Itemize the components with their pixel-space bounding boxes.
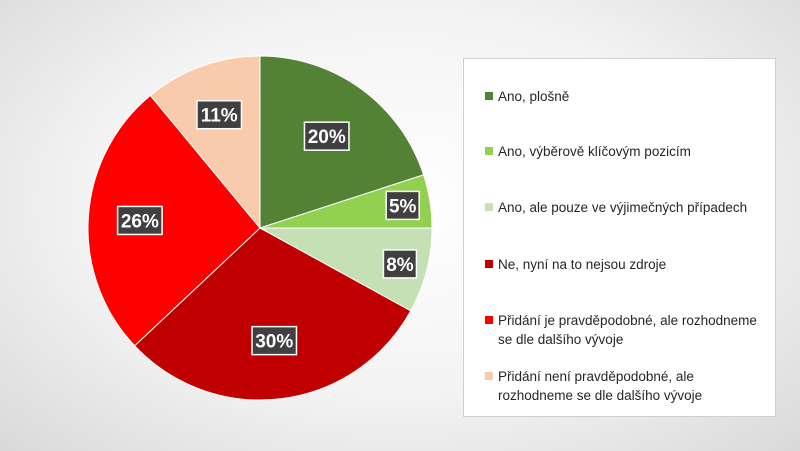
data-label-text: 5% (389, 196, 417, 217)
legend-swatch (485, 260, 493, 268)
legend-item-ano-vyberove: Ano, výběrově klíčovým pozicím (485, 142, 768, 161)
data-label-box (385, 190, 420, 221)
legend: Ano, plošně Ano, výběrově klíčovým pozic… (463, 58, 776, 417)
legend-swatch (485, 147, 493, 155)
data-label-text: 30% (255, 332, 293, 353)
legend-item-pridani-nepravdepodobne: Přidání není pravděpodobné, ale rozhodne… (485, 367, 768, 405)
legend-swatch (485, 316, 493, 324)
legend-swatch (485, 372, 493, 380)
legend-label: Ne, nyní na to nejsou zdroje (498, 257, 667, 272)
data-label-20pct: 20% (303, 121, 350, 151)
legend-swatch (485, 203, 493, 211)
pie-slice-pridani-je-pravdepodobne-ale-rozhodneme- (87, 94, 261, 347)
legend-item-ne-zdroje: Ne, nyní na to nejsou zdroje (485, 255, 768, 274)
data-label-5pct: 5% (385, 190, 420, 221)
legend-label: Přidání je pravděpodobné, ale rozhodneme… (498, 313, 757, 347)
legend-item-ano-vyjimecne: Ano, ale pouze ve výjimečných případech (485, 198, 768, 217)
data-label-box (116, 205, 163, 236)
data-label-text: 26% (121, 211, 159, 232)
legend-label: Ano, ale pouze ve výjimečných případech (498, 200, 748, 215)
pie-slice-pridani-neni-pravdepodobne-ale-rozhodnem (149, 55, 261, 230)
data-label-box (382, 249, 418, 279)
legend-label: Ano, plošně (498, 89, 570, 104)
data-label-text: 20% (308, 127, 346, 148)
data-label-box (251, 325, 298, 356)
data-label-box (196, 99, 243, 130)
data-label-30pct: 30% (251, 325, 298, 356)
legend-item-pridani-pravdepodobne: Přidání je pravděpodobné, ale rozhodneme… (485, 311, 768, 349)
data-label-26pct: 26% (116, 205, 163, 236)
legend-swatch (485, 92, 493, 100)
data-label-box (303, 121, 350, 151)
data-label-text: 11% (201, 106, 238, 127)
data-label-text: 8% (386, 255, 414, 276)
pie-slice-ne-nyni-na-to-nejsou-zdroje (133, 227, 412, 401)
legend-label: Přidání není pravděpodobné, ale rozhodne… (498, 369, 703, 403)
data-label-11pct: 11% (196, 99, 243, 130)
data-label-8pct: 8% (382, 249, 418, 279)
legend-label: Ano, výběrově klíčovým pozicím (498, 144, 691, 159)
legend-item-ano-plosne: Ano, plošně (485, 87, 768, 106)
